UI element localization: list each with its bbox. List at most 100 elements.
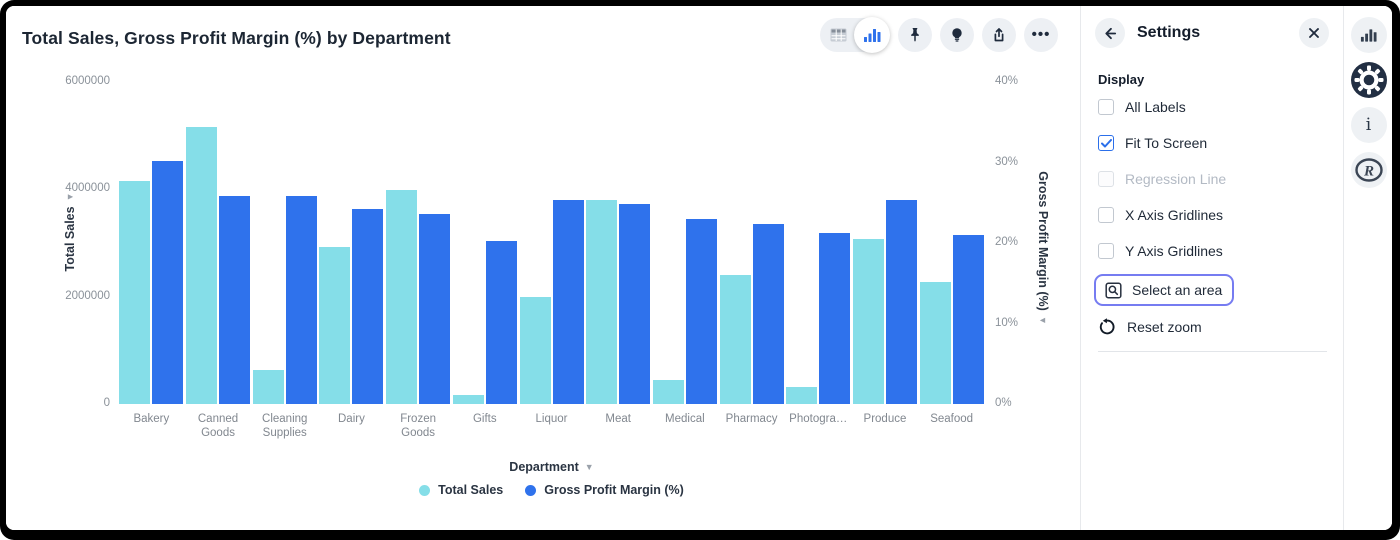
more-button[interactable]: ••• — [1024, 18, 1058, 52]
app-window: Total Sales, Gross Profit Margin (%) by … — [6, 6, 1392, 530]
settings-title: Settings — [1137, 24, 1201, 41]
table-icon — [830, 28, 846, 42]
bar-total-sales[interactable] — [719, 274, 751, 404]
bar-gross-profit-margin[interactable] — [152, 160, 184, 404]
x-axis-category-label: Cleaning Supplies — [262, 413, 308, 439]
panel-divider — [1098, 351, 1327, 352]
bar-total-sales[interactable] — [386, 190, 418, 404]
bar-total-sales[interactable] — [586, 200, 618, 404]
ellipsis-icon: ••• — [1031, 26, 1051, 43]
settings-panel: Settings Display All Labels Fit To Screen… — [1080, 6, 1344, 530]
table-view-icon[interactable] — [822, 20, 854, 50]
checkbox-label: Fit To Screen — [1125, 135, 1208, 151]
chevron-down-icon: ▼ — [584, 462, 594, 472]
checkbox[interactable] — [1098, 207, 1114, 223]
checkbox-row-regression-line: Regression Line — [1098, 161, 1343, 197]
y-axis-title-label: Total Sales — [63, 206, 77, 272]
bar-gross-profit-margin[interactable] — [352, 209, 384, 404]
x-axis-category-label: Pharmacy — [725, 413, 778, 425]
chart-title: Total Sales, Gross Profit Margin (%) by … — [22, 28, 451, 48]
left-axis-tick: 6000000 — [65, 75, 110, 87]
checkbox[interactable] — [1098, 99, 1114, 115]
x-axis-category-label: Bakery — [133, 413, 170, 425]
svg-text:R: R — [1362, 164, 1373, 180]
chart-plot-area[interactable]: 0 2000000 4000000 6000000 0% 10% 20% 30% 40% Tota… — [6, 6, 1080, 530]
y-axis-title[interactable]: Total Sales ▼ — [63, 172, 77, 292]
right-y-axis-title[interactable]: Gross Profit Margin (%) ▼ — [1036, 158, 1050, 338]
legend-label: Total Sales — [438, 483, 504, 497]
bar-gross-profit-margin[interactable] — [619, 204, 651, 404]
checkbox — [1098, 171, 1114, 187]
right-axis-tick: 10% — [995, 316, 1019, 329]
left-axis-tick: 0 — [103, 397, 110, 409]
legend-label: Gross Profit Margin (%) — [544, 483, 684, 497]
checkbox-row-fit-to-screen[interactable]: Fit To Screen — [1098, 125, 1343, 161]
r-logo-button[interactable]: R — [1350, 152, 1387, 188]
bar-total-sales[interactable] — [519, 297, 551, 404]
checkbox-label: Regression Line — [1125, 171, 1227, 187]
select-area-button[interactable]: Select an area — [1094, 274, 1234, 306]
legend-item[interactable]: Total Sales — [419, 483, 503, 497]
sort-arrow-icon: ▼ — [1038, 315, 1048, 325]
x-axis-title-label: Department — [509, 460, 579, 474]
info-icon: i — [1365, 115, 1372, 135]
reset-zoom-button[interactable]: Reset zoom — [1098, 318, 1343, 335]
chart-legend: Total Sales Gross Profit Margin (%) — [390, 483, 714, 497]
checkbox-row-y-axis-gridlines[interactable]: Y Axis Gridlines — [1098, 233, 1343, 269]
bar-total-sales[interactable] — [786, 386, 818, 404]
bar-gross-profit-margin[interactable] — [285, 196, 317, 404]
bar-total-sales[interactable] — [919, 282, 951, 404]
bar-chart-icon — [1360, 28, 1377, 42]
bar-total-sales[interactable] — [452, 394, 484, 404]
bar-gross-profit-margin[interactable] — [419, 214, 451, 404]
right-axis-tick: 20% — [995, 236, 1019, 248]
settings-panel-button[interactable] — [1350, 62, 1387, 98]
left-axis-tick: 2000000 — [65, 289, 110, 302]
chart-panel-button[interactable] — [1350, 17, 1387, 53]
checkbox-row-all-labels[interactable]: All Labels — [1098, 89, 1343, 125]
checkbox-label: All Labels — [1125, 99, 1186, 115]
bar-total-sales[interactable] — [252, 370, 284, 404]
bar-gross-profit-margin[interactable] — [752, 224, 784, 404]
insights-button[interactable] — [940, 18, 974, 52]
share-button[interactable] — [982, 18, 1016, 52]
bar-gross-profit-margin[interactable] — [885, 200, 917, 404]
checkbox-row-x-axis-gridlines[interactable]: X Axis Gridlines — [1098, 197, 1343, 233]
bar-gross-profit-margin[interactable] — [485, 241, 517, 404]
bar-gross-profit-margin[interactable] — [219, 195, 251, 404]
bar-total-sales[interactable] — [652, 380, 684, 404]
chart-card: Total Sales, Gross Profit Margin (%) by … — [6, 6, 1080, 530]
bar-total-sales[interactable] — [119, 181, 151, 404]
bar-gross-profit-margin[interactable] — [952, 234, 984, 404]
checkbox-label: X Axis Gridlines — [1125, 207, 1224, 223]
bar-gross-profit-margin[interactable] — [685, 218, 717, 404]
chart-view-icon[interactable] — [854, 17, 890, 53]
x-axis-title[interactable]: Department ▼ — [504, 460, 600, 474]
legend-swatch — [525, 484, 537, 496]
pin-button[interactable] — [898, 18, 932, 52]
x-axis-category-label: Produce — [863, 413, 907, 425]
back-button[interactable] — [1095, 18, 1125, 48]
display-section-label: Display — [1098, 72, 1145, 87]
x-axis-category-label: Liquor — [535, 413, 568, 425]
x-axis-category-label: Gifts — [472, 413, 497, 425]
x-axis-category-label: Meat — [605, 413, 631, 425]
bar-total-sales[interactable] — [186, 127, 218, 404]
bar-gross-profit-margin[interactable] — [552, 199, 584, 404]
reset-zoom-icon — [1099, 318, 1115, 335]
x-axis-category-label: Frozen Goods — [400, 413, 436, 439]
view-toggle[interactable] — [820, 17, 890, 53]
bar-total-sales[interactable] — [852, 238, 884, 404]
bar-total-sales[interactable] — [319, 247, 351, 404]
right-axis-tick: 30% — [995, 155, 1019, 168]
checkbox[interactable] — [1098, 243, 1114, 259]
right-y-axis-title-label: Gross Profit Margin (%) — [1036, 171, 1050, 311]
close-button[interactable] — [1299, 18, 1329, 48]
sort-arrow-icon: ▼ — [65, 192, 75, 202]
checkbox[interactable] — [1098, 135, 1114, 151]
bar-gross-profit-margin[interactable] — [819, 233, 851, 404]
x-axis-category-label: Photogra… — [789, 413, 848, 425]
info-panel-button[interactable]: i — [1350, 107, 1387, 143]
legend-item[interactable]: Gross Profit Margin (%) — [525, 483, 684, 497]
